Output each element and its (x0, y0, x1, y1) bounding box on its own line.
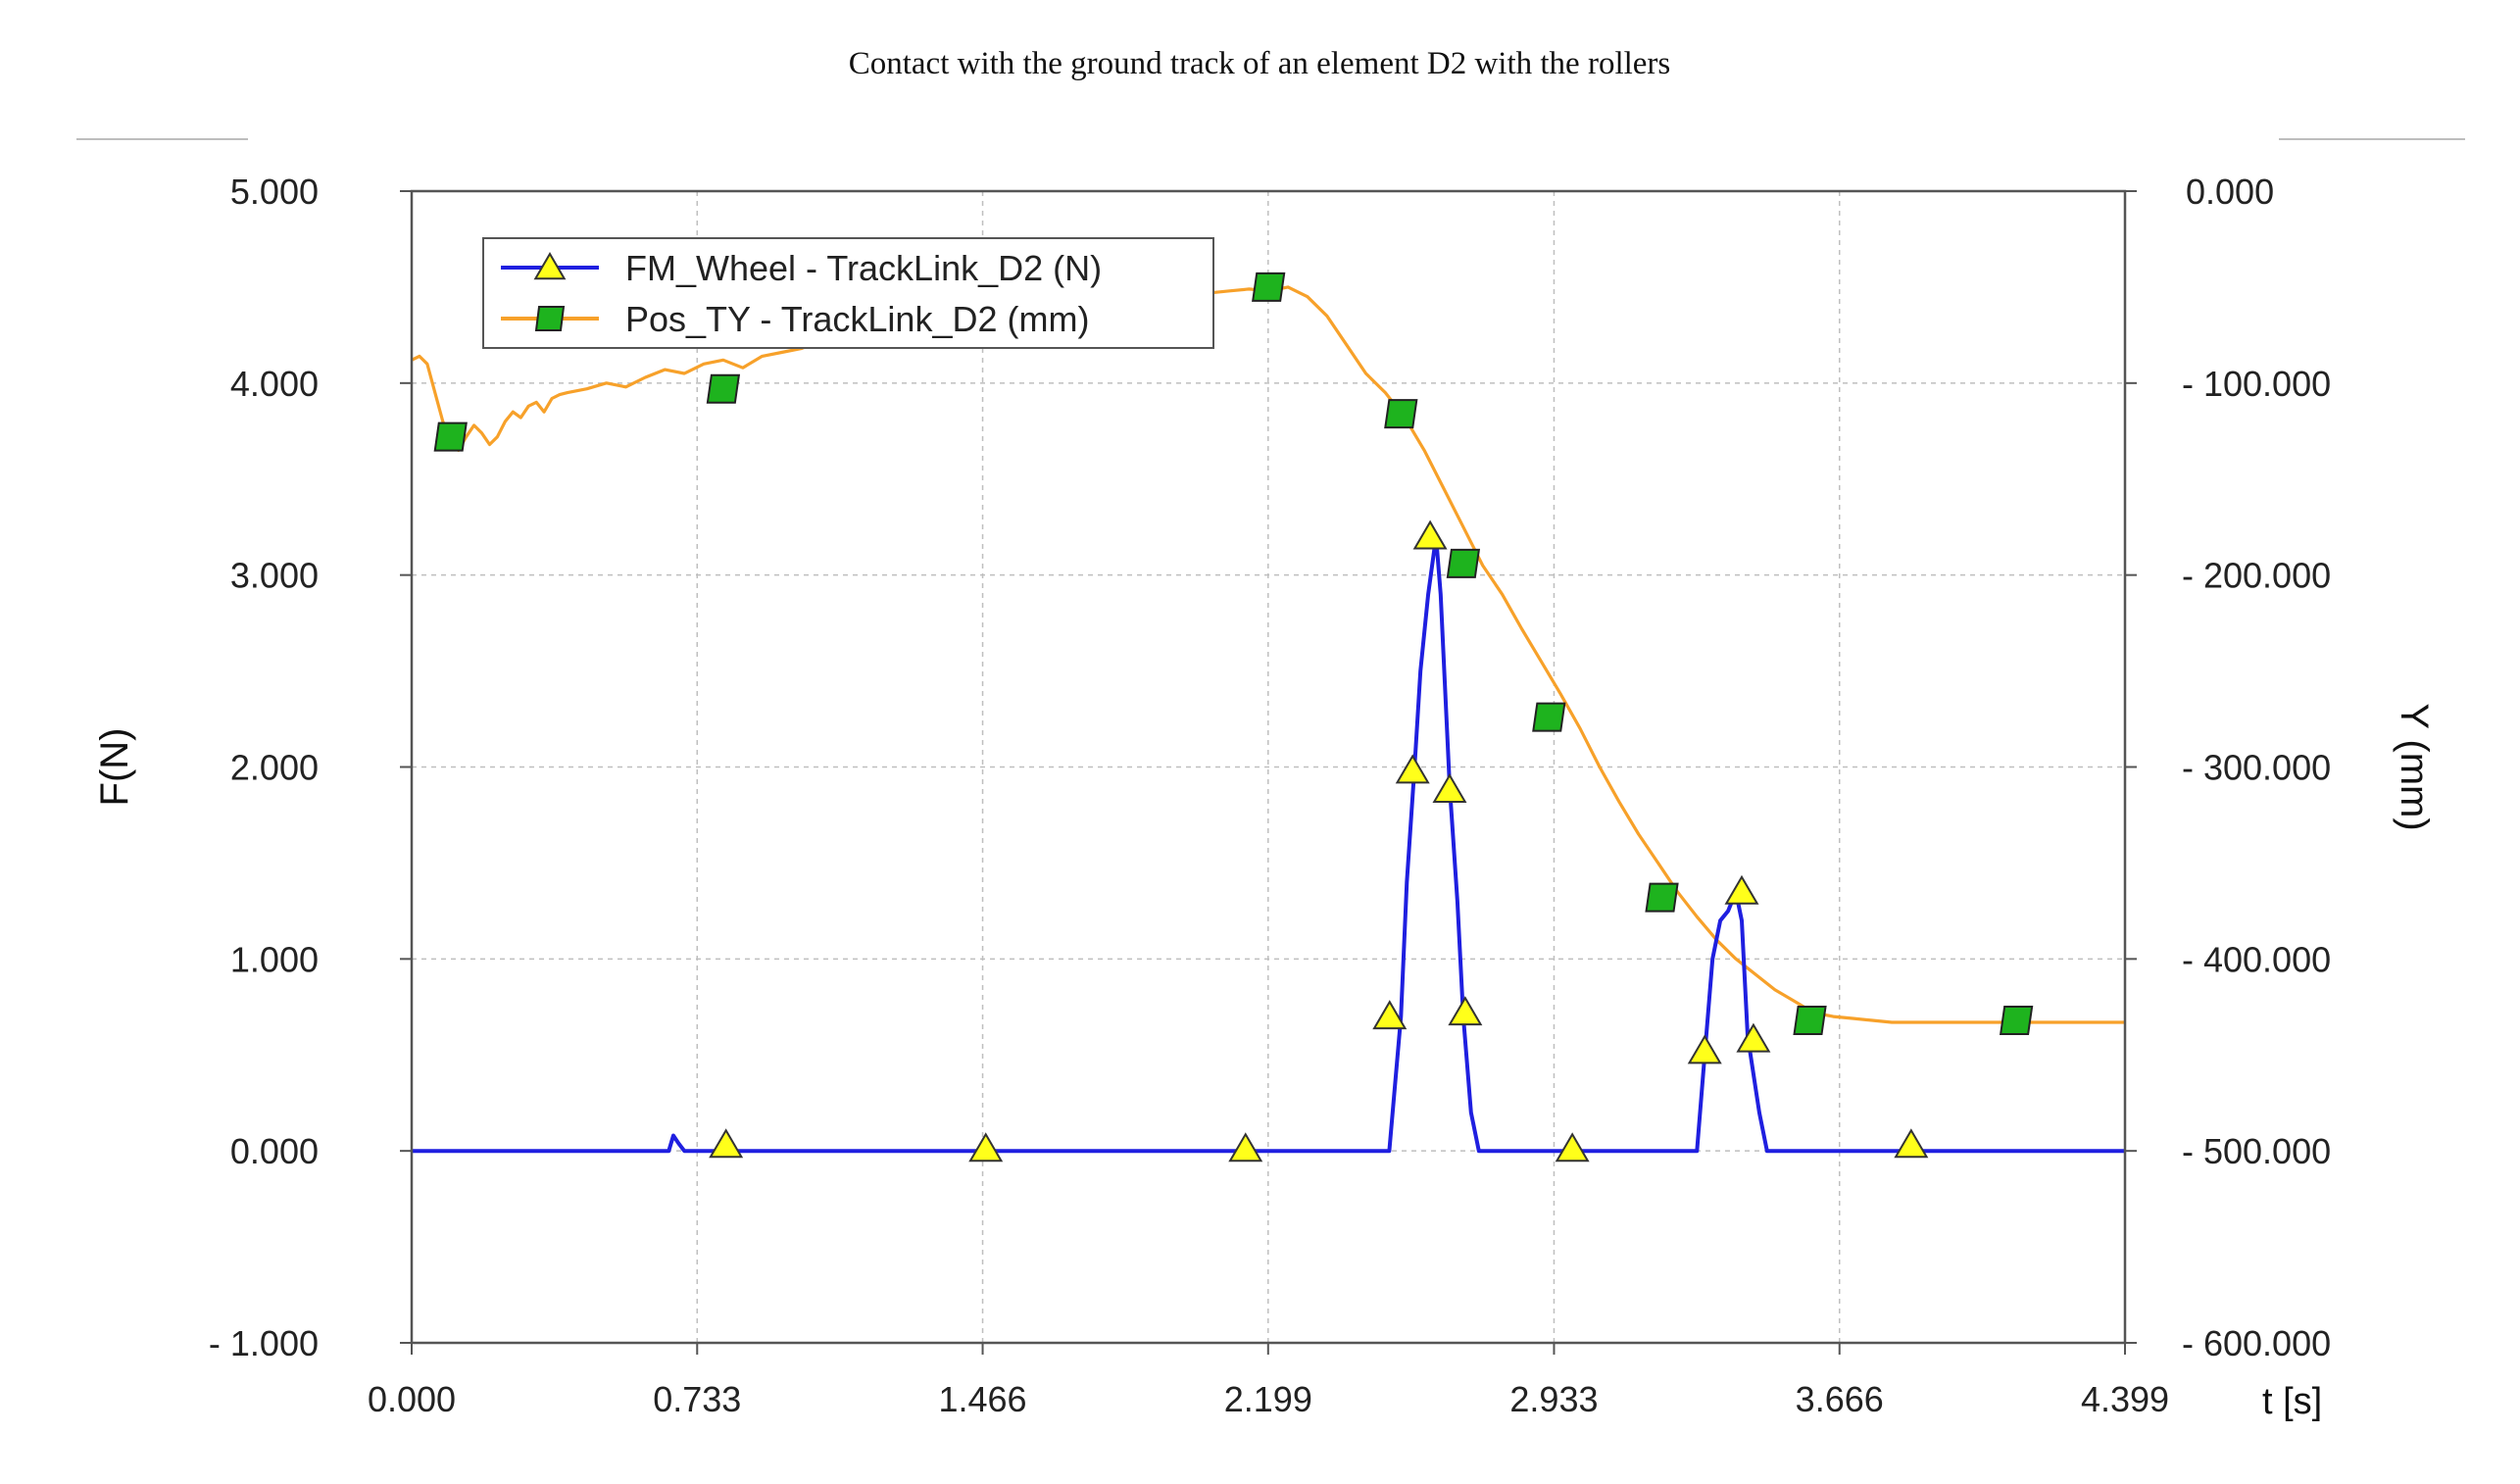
legend: FM_Wheel - TrackLink_D2 (N) Pos_TY - Trac… (482, 237, 1214, 349)
series-line (412, 534, 2125, 1154)
data-point (1687, 1034, 1722, 1064)
data-point (1555, 1132, 1590, 1162)
data-point (968, 1132, 1004, 1162)
x-tick-label: 2.933 (1509, 1379, 1598, 1419)
legend-label: FM_Wheel - TrackLink_D2 (N) (625, 248, 1102, 288)
y-tick-label: 3.000 (230, 556, 319, 596)
y-tick-label: 5.000 (230, 172, 319, 212)
y2-tick-label: - 200.000 (2182, 556, 2331, 596)
data-point (706, 373, 741, 404)
data-point (1384, 399, 1418, 429)
data-point (1736, 1022, 1771, 1053)
x-tick-label: 1.466 (938, 1379, 1026, 1419)
x-tick-label: 3.666 (1796, 1379, 1884, 1419)
y-tick-label: 2.000 (230, 748, 319, 788)
data-point (1793, 1006, 1827, 1035)
x-axis-label: t [s] (2262, 1381, 2322, 1422)
y-tick-label: 1.000 (230, 939, 319, 979)
chart-title: Contact with the ground track of an elem… (849, 46, 1671, 81)
data-point (1645, 882, 1679, 913)
y2-tick-label: - 300.000 (2182, 748, 2331, 788)
y-tick-label: 0.000 (230, 1131, 319, 1171)
y2-tick-label: 0.000 (2186, 172, 2274, 212)
series-layer (411, 272, 2125, 1162)
data-point (1532, 702, 1566, 732)
y-tick-label: 4.000 (230, 364, 319, 404)
data-point (433, 421, 468, 452)
y-tick-label: - 1.000 (209, 1323, 319, 1363)
y-axis-label: F(N) (93, 728, 136, 807)
data-point (1252, 272, 1286, 302)
data-point (1228, 1132, 1263, 1162)
data-point (709, 1128, 744, 1159)
data-point (1446, 548, 1481, 578)
legend-marker (533, 252, 567, 280)
legend-marker (534, 306, 566, 331)
x-tick-label: 4.399 (2081, 1379, 2169, 1419)
x-tick-label: 2.199 (1224, 1379, 1312, 1419)
grid (412, 191, 2125, 1343)
legend-label: Pos_TY - TrackLink_D2 (mm) (625, 299, 1089, 339)
y2-tick-label: - 500.000 (2182, 1131, 2331, 1171)
data-point (1395, 754, 1430, 784)
y2-tick-label: - 600.000 (2182, 1323, 2331, 1363)
data-point (1894, 1128, 1929, 1159)
axes: 0.000 0.733 1.466 2.199 2.933 3.666 4.399 - 1.0… (209, 172, 2331, 1419)
data-point (1432, 773, 1467, 803)
data-point (1448, 996, 1483, 1026)
x-tick-label: 0.733 (653, 1379, 741, 1419)
legend-box (482, 237, 1214, 349)
data-point (1372, 1000, 1408, 1030)
data-point (1724, 874, 1759, 905)
data-point (1999, 1006, 2034, 1035)
y2-tick-label: - 400.000 (2182, 939, 2331, 979)
data-point (1412, 519, 1448, 550)
y2-tick-label: - 100.000 (2182, 364, 2331, 404)
x-tick-label: 0.000 (368, 1379, 456, 1419)
y2-axis-label: Y (mm) (2393, 703, 2436, 830)
